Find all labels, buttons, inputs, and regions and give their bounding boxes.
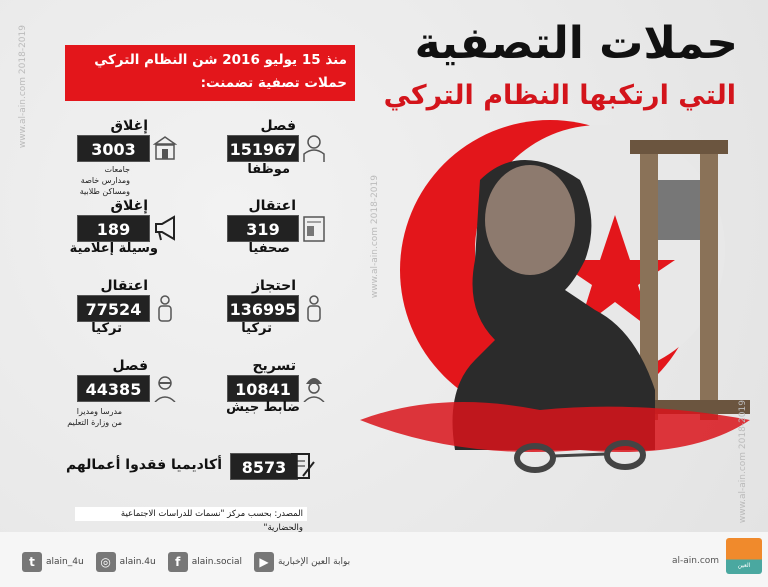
item-value: 189 — [77, 215, 150, 242]
facebook-icon: f — [167, 552, 188, 572]
item-sub: تركيا — [241, 321, 272, 336]
social-youtube[interactable]: ▶ بوابة العين الإخبارية — [253, 552, 350, 572]
document-pen-icon — [291, 453, 315, 479]
social-facebook[interactable]: f alain.social — [167, 552, 242, 572]
watermark: www.al-ain.com 2018-2019 — [370, 175, 380, 299]
item-value: 151967 — [227, 135, 299, 162]
item-value: 44385 — [77, 375, 150, 402]
employee-icon — [303, 135, 325, 162]
item-sub: موظفا — [247, 162, 290, 177]
page-subtitle: التي ارتكبها النظام التركي — [383, 80, 736, 111]
person-icon — [158, 295, 172, 322]
handcuffs-icon — [514, 440, 646, 473]
item-sub: وسيلة إعلامية — [69, 241, 158, 256]
page-title: حملات التصفية — [414, 18, 738, 69]
item-label: احتجاز — [251, 278, 296, 294]
site-link[interactable]: al-ain.com — [672, 556, 720, 566]
megaphone-icon — [155, 215, 175, 241]
item-sub: صحفيا — [248, 241, 290, 256]
item-label: فصل — [260, 118, 296, 134]
social-twitter[interactable]: t alain_4u — [22, 552, 84, 572]
illustration — [360, 120, 750, 473]
footer: t alain_4u ◎ alain.4u f alain.social ▶ بوابة… — [0, 532, 768, 587]
item-sub: ضابط جيش — [226, 400, 300, 415]
instagram-icon: ◎ — [95, 552, 116, 572]
item-value: 3003 — [77, 135, 150, 162]
building-icon — [153, 136, 177, 160]
blood-splash — [360, 402, 750, 452]
intro-line-2: حملات تصفية تضمنت: — [200, 75, 347, 91]
academics-value: 8573 — [230, 453, 298, 480]
social-instagram[interactable]: ◎ alain.4u — [95, 552, 156, 572]
intro-line-1: منذ 15 يوليو 2016 شن النظام التركي — [94, 52, 347, 68]
item-label: فصل — [112, 358, 148, 374]
al-ain-logo: العين — [726, 538, 762, 574]
soldier-icon — [303, 378, 325, 402]
source-note: المصدر: بحسب مركز "نسمات للدراسات الاجتم… — [75, 507, 307, 533]
youtube-icon: ▶ — [253, 552, 274, 572]
item-label: تسريح — [252, 358, 296, 374]
item-label: اعتقال — [248, 198, 296, 214]
item-label: إغلاق — [110, 198, 148, 214]
item-sub: جامعات ومدارس خاصة ومساكن طلابية — [79, 165, 130, 196]
item-value: 10841 — [227, 375, 299, 402]
watermark: www.al-ain.com 2018-2019 — [18, 25, 28, 149]
academics-text: أكاديميا فقدوا أعمالهم — [65, 457, 222, 473]
item-sub: تركيا — [91, 321, 122, 336]
twitter-icon: t — [22, 552, 42, 572]
teacher-icon — [154, 376, 176, 402]
item-value: 77524 — [77, 295, 150, 322]
item-value: 319 — [227, 215, 299, 242]
star-icon — [555, 215, 675, 330]
watermark: www.al-ain.com 2018-2019 — [738, 400, 748, 524]
intro-box: منذ 15 يوليو 2016 شن النظام التركي حملات… — [65, 45, 355, 101]
item-value: 136995 — [227, 295, 299, 322]
item-label: إغلاق — [110, 118, 148, 134]
guillotine — [630, 140, 750, 420]
newspaper-icon — [303, 216, 325, 242]
person-icon — [307, 295, 321, 322]
item-label: اعتقال — [100, 278, 148, 294]
item-sub: مدرسا ومديرا من وزارة التعليم — [67, 407, 122, 427]
